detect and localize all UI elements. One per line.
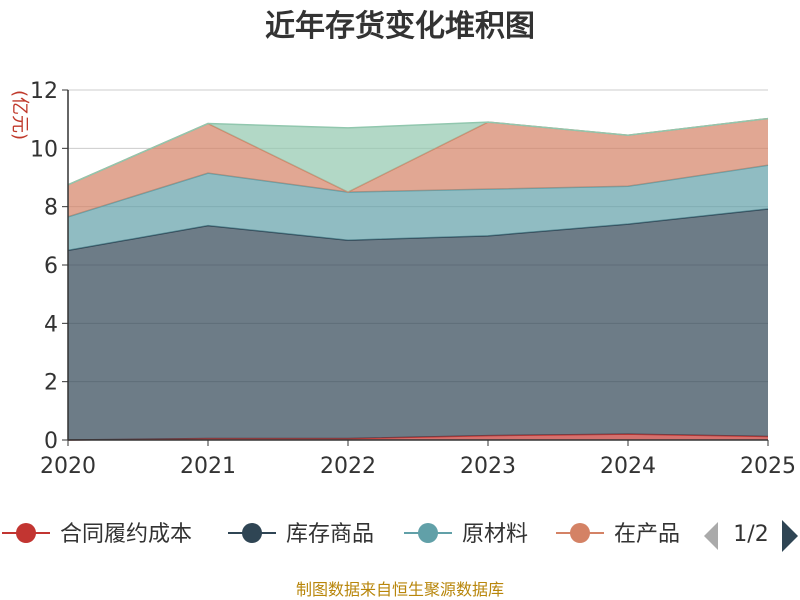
- x-tick-label: 2020: [40, 454, 96, 479]
- legend-label: 库存商品: [286, 522, 374, 547]
- x-tick-label: 2025: [740, 454, 796, 479]
- legend-marker: [16, 523, 36, 543]
- legend-next-arrow-icon[interactable]: [782, 520, 798, 552]
- source-note: 制图数据来自恒生聚源数据库: [296, 580, 504, 599]
- legend-prev-arrow-icon[interactable]: [704, 522, 718, 550]
- axes: 0 2 4 6 8 10 12 2020 2021 2022 2023 2024 2025: [30, 79, 796, 479]
- x-tick-label: 2024: [600, 454, 656, 479]
- legend-label: 合同履约成本: [60, 522, 192, 547]
- legend-marker: [418, 523, 438, 543]
- legend-label: 在产品: [614, 522, 680, 547]
- x-tick-label: 2021: [180, 454, 236, 479]
- area-series-4: [68, 118, 768, 193]
- y-tick-label: 10: [30, 137, 58, 162]
- legend-item-2: 原材料: [404, 522, 528, 547]
- y-tick-label: 12: [30, 79, 58, 104]
- line-series-4: [67, 117, 769, 186]
- area-series-group: [67, 117, 769, 441]
- legend-item-1: 库存商品: [228, 522, 374, 547]
- y-tick-label: 4: [44, 312, 58, 337]
- legend: 合同履约成本 库存商品 原材料 在产品 1/2: [2, 505, 798, 560]
- area-series-2: [68, 165, 768, 251]
- y-axis-unit: (亿元): [9, 90, 30, 140]
- y-tick-label: 6: [44, 254, 58, 279]
- y-tick-label: 2: [44, 371, 58, 396]
- legend-marker: [242, 523, 262, 543]
- legend-item-3: 在产品: [556, 522, 680, 547]
- legend-label: 原材料: [462, 522, 528, 547]
- legend-marker: [570, 523, 590, 543]
- y-tick-label: 8: [44, 196, 58, 221]
- legend-overflow-mask: [684, 505, 704, 560]
- y-tick-label: 0: [44, 429, 58, 454]
- x-tick-label: 2022: [320, 454, 376, 479]
- area-series-1: [68, 209, 768, 440]
- chart-title: 近年存货变化堆积图: [265, 9, 535, 44]
- x-tick-label: 2023: [460, 454, 516, 479]
- legend-page-indicator: 1/2: [733, 522, 768, 547]
- area-series-3: [68, 118, 768, 217]
- legend-item-0: 合同履约成本: [2, 522, 192, 547]
- line-series-0: [67, 433, 769, 441]
